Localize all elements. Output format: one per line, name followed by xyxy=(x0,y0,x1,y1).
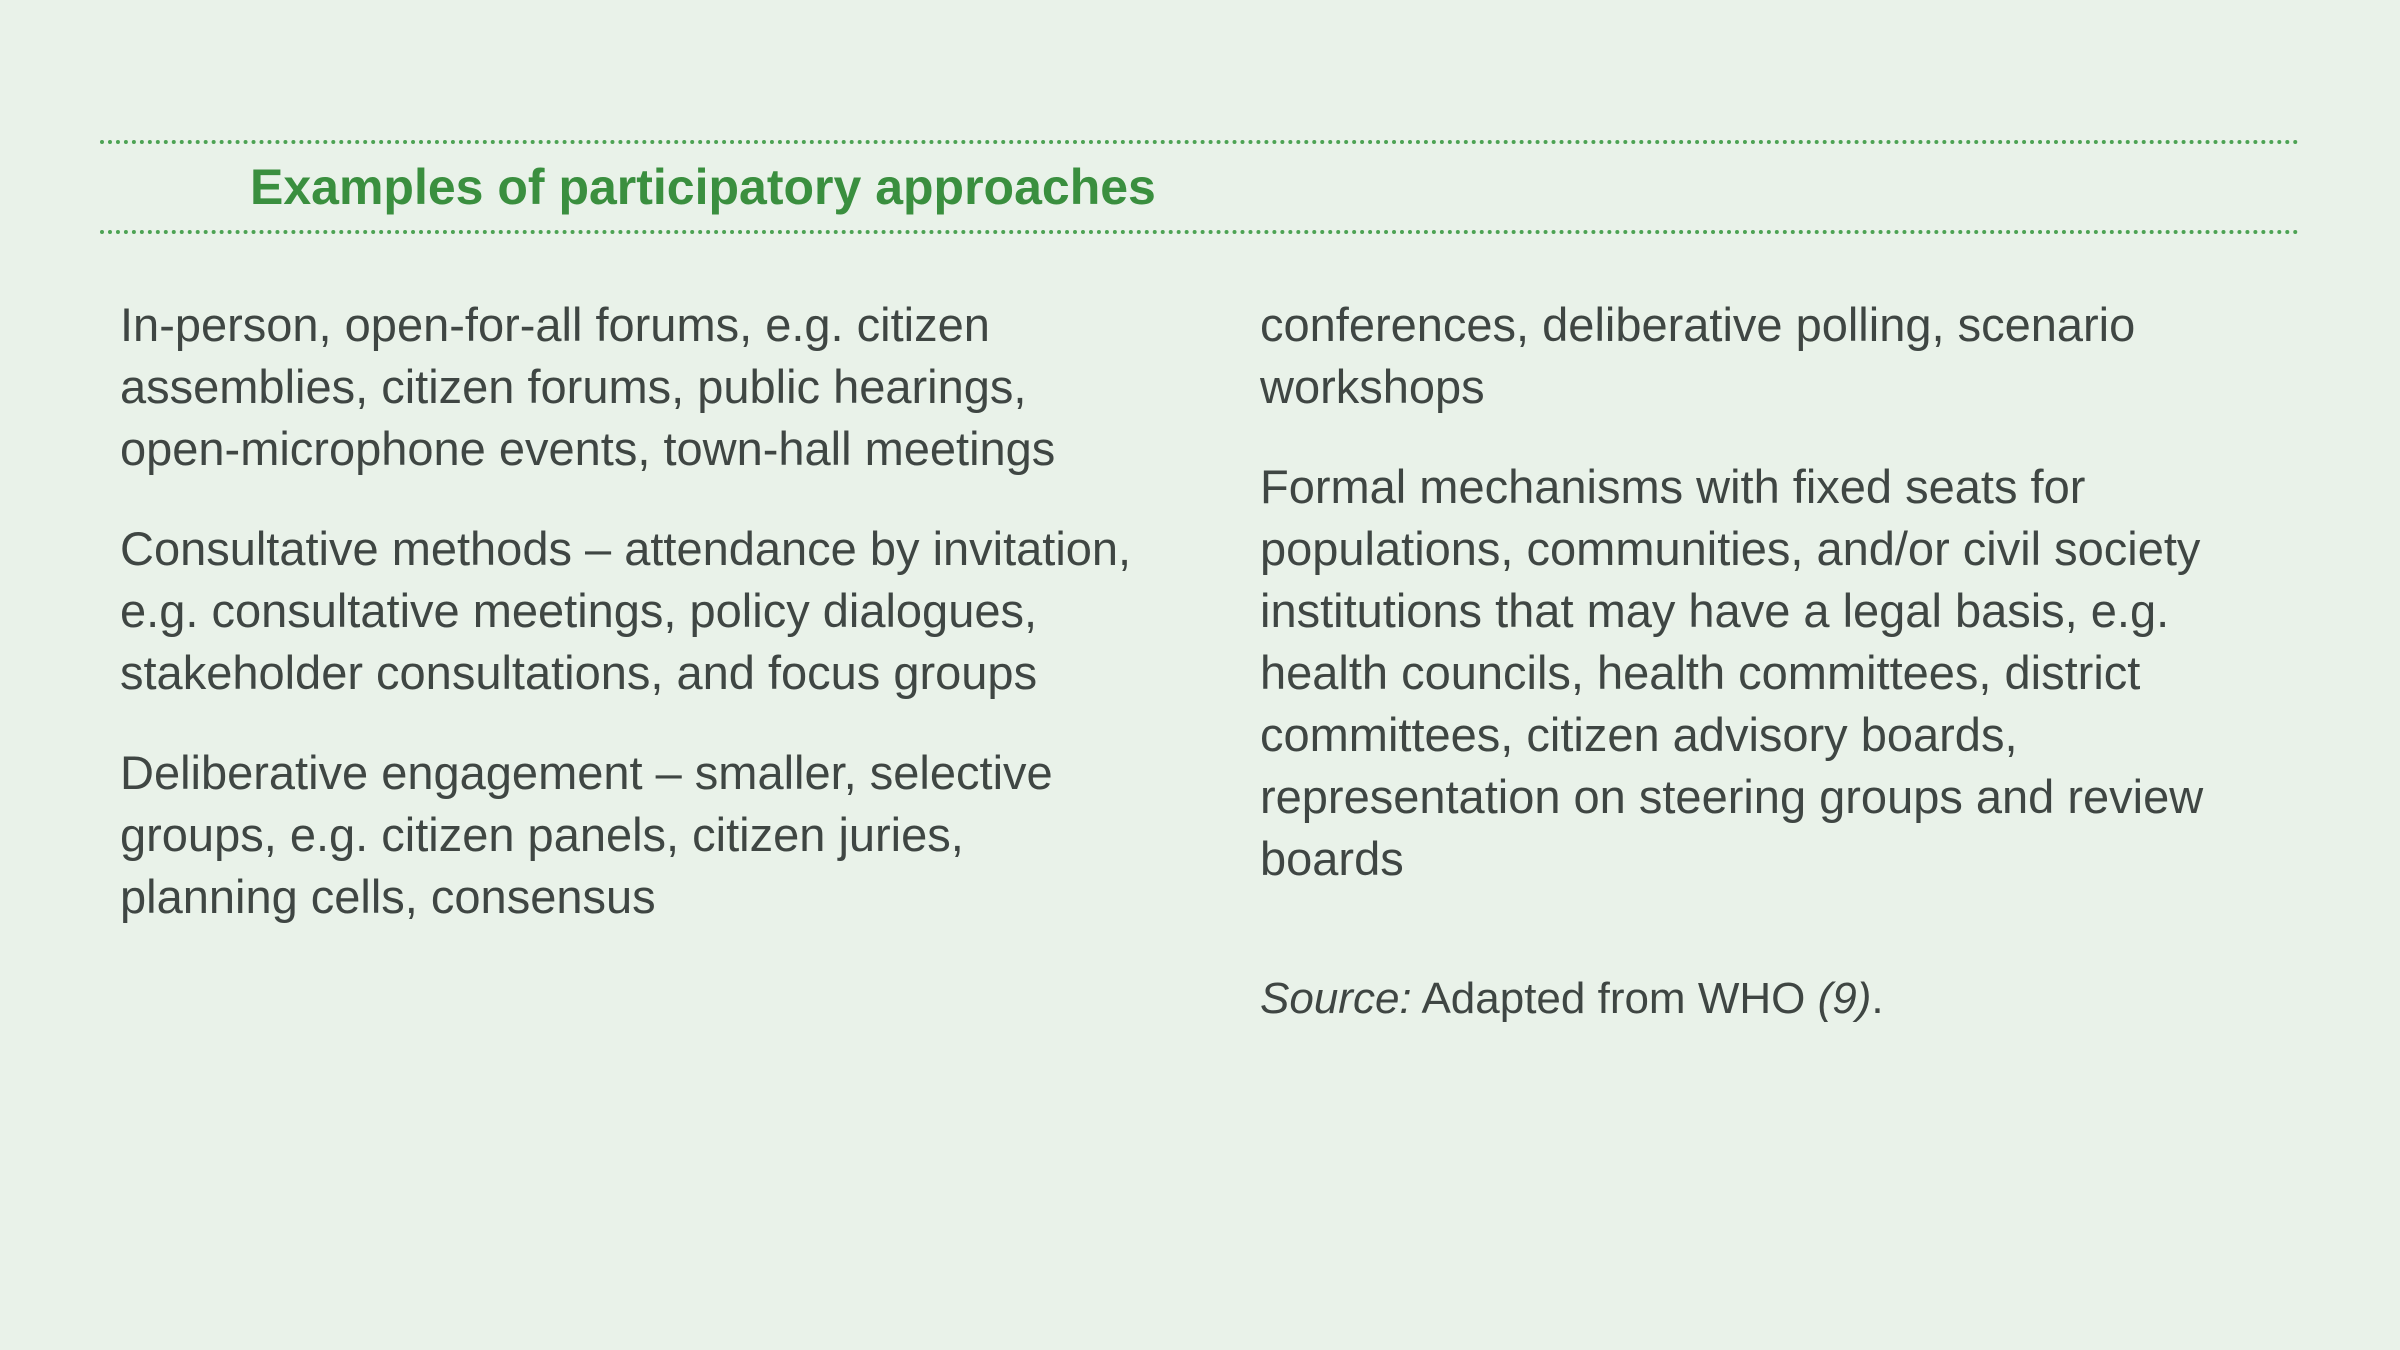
paragraph-deliberative-cont: conferences, deliberative polling, scena… xyxy=(1260,294,2280,418)
source-line: Source: Adapted from WHO (9). xyxy=(1260,970,2280,1028)
source-text: Adapted from WHO xyxy=(1412,974,1818,1023)
source-reference: (9) xyxy=(1818,974,1872,1023)
source-label: Source: xyxy=(1260,974,1412,1023)
section-title: Examples of participatory approaches xyxy=(250,158,2300,216)
document-page: Examples of participatory approaches In-… xyxy=(0,0,2400,1350)
paragraph-open-forums: In-person, open-for-all forums, e.g. cit… xyxy=(120,294,1140,480)
paragraph-consultative: Consultative methods – attendance by inv… xyxy=(120,518,1140,704)
right-column: conferences, deliberative polling, scena… xyxy=(1260,294,2280,1028)
two-column-body: In-person, open-for-all forums, e.g. cit… xyxy=(100,294,2300,1028)
left-column: In-person, open-for-all forums, e.g. cit… xyxy=(120,294,1140,1028)
paragraph-formal-mechanisms: Formal mechanisms with fixed seats for p… xyxy=(1260,456,2280,890)
paragraph-deliberative: Deliberative engagement – smaller, selec… xyxy=(120,742,1140,928)
source-tail: . xyxy=(1871,974,1883,1023)
title-block: Examples of participatory approaches xyxy=(100,140,2300,234)
